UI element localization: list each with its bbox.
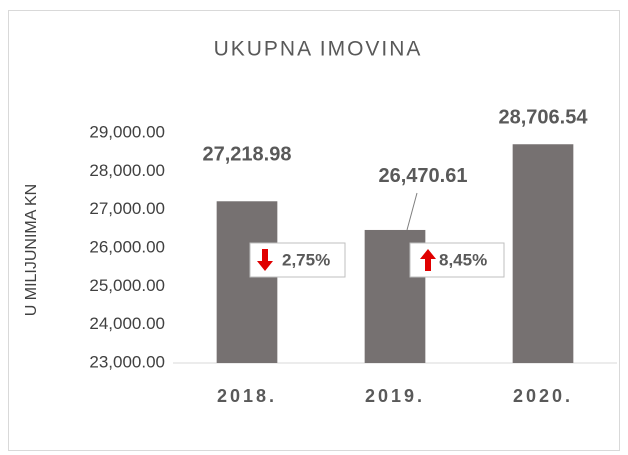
- annotation: 2,75%: [249, 242, 346, 278]
- value-label: 27,218.98: [203, 144, 292, 166]
- y-tick-label: 29,000.00: [89, 122, 165, 141]
- y-tick-label: 27,000.00: [89, 199, 165, 218]
- y-tick-label: 25,000.00: [89, 276, 165, 295]
- annotation: 8,45%: [409, 242, 505, 278]
- x-tick-label: 2018.: [217, 386, 277, 406]
- bar: [512, 144, 574, 363]
- y-tick-label: 24,000.00: [89, 314, 165, 333]
- chart-title: UKUPNA IMOVINA: [214, 38, 423, 61]
- value-label: 28,706.54: [499, 107, 589, 129]
- y-tick-label: 28,000.00: [89, 161, 165, 180]
- x-tick-label: 2019.: [365, 386, 425, 406]
- arrow-up: [420, 249, 436, 271]
- arrow-down: [257, 249, 273, 271]
- x-tick-label: 2020.: [513, 386, 573, 406]
- y-tick-label: 26,000.00: [89, 237, 165, 256]
- y-tick-label: 23,000.00: [89, 352, 165, 371]
- y-axis-label: U MILIJUNIMA KN: [23, 184, 40, 316]
- bar: [216, 201, 278, 363]
- annotation-text: 2,75%: [282, 250, 330, 269]
- annotation-text: 8,45%: [439, 250, 487, 269]
- value-label: 26,470.61: [379, 165, 468, 187]
- leader-line: [406, 192, 418, 231]
